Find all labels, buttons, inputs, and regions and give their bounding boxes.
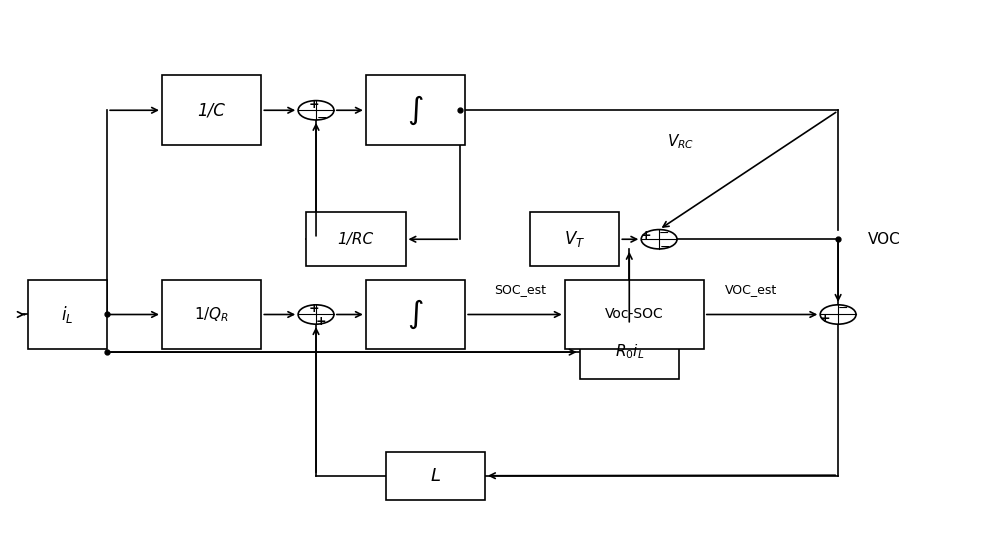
FancyBboxPatch shape xyxy=(28,280,107,350)
Circle shape xyxy=(820,305,856,324)
Text: SOC_est: SOC_est xyxy=(494,283,546,296)
Text: VOC_est: VOC_est xyxy=(724,283,777,296)
Text: $R_0 i_L$: $R_0 i_L$ xyxy=(615,343,644,362)
FancyBboxPatch shape xyxy=(530,212,619,266)
Text: $V_{RC}$: $V_{RC}$ xyxy=(667,132,694,150)
Text: +: + xyxy=(316,315,327,328)
Circle shape xyxy=(641,230,677,249)
Text: $-$: $-$ xyxy=(658,226,669,239)
FancyBboxPatch shape xyxy=(580,325,679,379)
Text: +: + xyxy=(820,312,831,325)
FancyBboxPatch shape xyxy=(306,212,406,266)
Text: $i_L$: $i_L$ xyxy=(61,304,74,325)
Text: $1/Q_R$: $1/Q_R$ xyxy=(194,305,229,324)
FancyBboxPatch shape xyxy=(162,75,261,145)
Text: +: + xyxy=(309,302,320,315)
FancyBboxPatch shape xyxy=(366,280,465,350)
Text: $-$: $-$ xyxy=(316,111,327,124)
Text: Voc-SOC: Voc-SOC xyxy=(605,307,664,321)
Text: 1/C: 1/C xyxy=(198,101,226,119)
Text: +: + xyxy=(309,98,320,111)
Text: 1/RC: 1/RC xyxy=(338,232,374,247)
Text: VOC: VOC xyxy=(868,232,901,247)
Text: +: + xyxy=(641,229,652,242)
FancyBboxPatch shape xyxy=(565,280,704,350)
FancyBboxPatch shape xyxy=(162,280,261,350)
Text: $\int$: $\int$ xyxy=(407,298,424,331)
Text: $L$: $L$ xyxy=(430,467,441,485)
Circle shape xyxy=(298,305,334,324)
Text: $-$: $-$ xyxy=(837,301,848,314)
Text: $V_T$: $V_T$ xyxy=(564,229,585,249)
Text: $-$: $-$ xyxy=(659,239,670,252)
Circle shape xyxy=(298,100,334,120)
FancyBboxPatch shape xyxy=(386,452,485,500)
FancyBboxPatch shape xyxy=(366,75,465,145)
Text: $\int$: $\int$ xyxy=(407,93,424,127)
